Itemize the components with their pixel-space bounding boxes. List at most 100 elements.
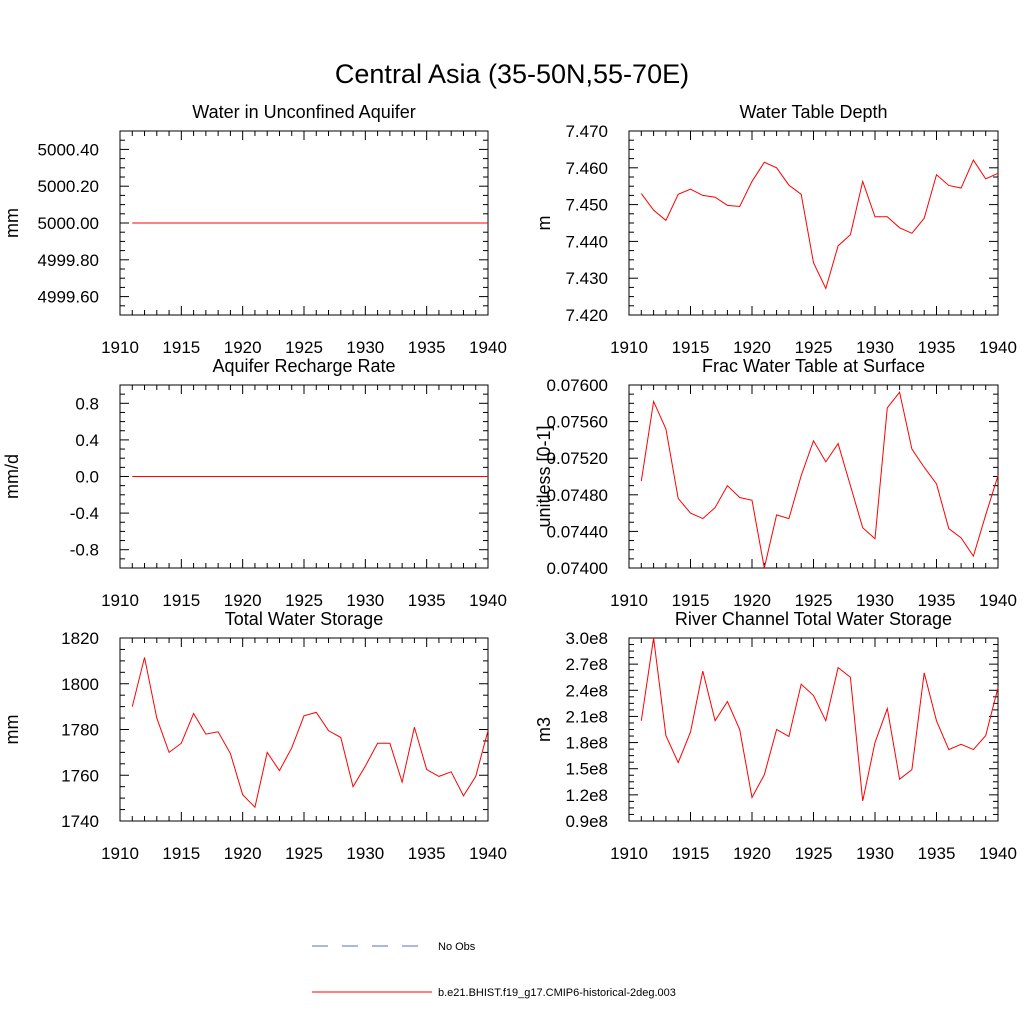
data-point: [678, 194, 679, 195]
panel-title: Water in Unconfined Aquifer: [192, 102, 415, 122]
y-tick-label: 4999.80: [38, 251, 99, 270]
data-point: [776, 729, 777, 730]
panels: Water in Unconfined Aquifer 1910 1915 1920 1…: [2, 102, 1017, 863]
series-line: [640, 637, 999, 802]
data-point: [487, 476, 488, 477]
data-point: [365, 766, 366, 767]
x-tick-label: 1940: [979, 844, 1017, 863]
panel-6: River Channel Total Water Storage 1910 191…: [534, 609, 1017, 863]
data-point: [764, 774, 765, 775]
panel-5: Total Water Storage 1910 1915 1920 1925 1930 1…: [2, 609, 507, 863]
data-point: [181, 743, 182, 744]
y-tick-label: 2.4e8: [565, 681, 608, 700]
data-point: [751, 797, 752, 798]
data-point: [242, 794, 243, 795]
data-point: [838, 245, 839, 246]
y-tick-label: 7.460: [565, 159, 608, 178]
y-tick-label: 0.07480: [547, 486, 608, 505]
data-point: [451, 771, 452, 772]
data-point: [887, 708, 888, 709]
data-point: [653, 401, 654, 402]
data-point: [862, 527, 863, 528]
data-point: [936, 483, 937, 484]
data-point: [948, 528, 949, 529]
data-point: [801, 194, 802, 195]
data-point: [377, 743, 378, 744]
data-point: [340, 737, 341, 738]
y-tick-label: 1.5e8: [565, 760, 608, 779]
x-tick-label: 1940: [469, 338, 507, 357]
x-tick-label: 1925: [285, 338, 323, 357]
series-line: [131, 657, 489, 809]
x-tick-label: 1930: [856, 338, 894, 357]
x-tick-label: 1920: [224, 844, 262, 863]
x-tick-label: 1915: [672, 591, 710, 610]
data-point: [665, 428, 666, 429]
y-tick-label: 2.7e8: [565, 655, 608, 674]
plot-frame: [628, 637, 999, 822]
data-point: [924, 218, 925, 219]
x-tick-label: 1940: [979, 591, 1017, 610]
data-point: [850, 677, 851, 678]
data-point: [690, 732, 691, 733]
data-point: [776, 167, 777, 168]
y-tick-label: 7.450: [565, 196, 608, 215]
x-tick-label: 1930: [346, 591, 384, 610]
x-tick-label: 1935: [918, 844, 956, 863]
data-point: [973, 159, 974, 160]
x-tick-label: 1935: [918, 338, 956, 357]
data-point: [665, 220, 666, 221]
data-point: [924, 467, 925, 468]
data-point: [911, 769, 912, 770]
data-point: [874, 538, 875, 539]
data-point: [641, 480, 642, 481]
data-point: [973, 556, 974, 557]
data-point: [132, 476, 133, 477]
data-point: [487, 730, 488, 731]
legend-label: No Obs: [438, 941, 476, 953]
data-point: [813, 440, 814, 441]
data-point: [788, 184, 789, 185]
data-point: [715, 507, 716, 508]
x-tick-label: 1935: [918, 591, 956, 610]
data-point: [874, 742, 875, 743]
data-point: [801, 684, 802, 685]
data-point: [218, 731, 219, 732]
data-point: [825, 461, 826, 462]
data-point: [862, 181, 863, 182]
x-tick-label: 1925: [285, 591, 323, 610]
panel-title: Aquifer Recharge Rate: [212, 356, 395, 376]
data-point: [751, 500, 752, 501]
x-tick-label: 1930: [856, 591, 894, 610]
y-tick-label: 1800: [61, 675, 99, 694]
data-point: [487, 222, 488, 223]
y-tick-label: 0.8: [75, 394, 99, 413]
y-tick-label: 0.07600: [547, 376, 608, 395]
y-tick-label: 1760: [61, 766, 99, 785]
y-tick-label: 0.07560: [547, 413, 608, 432]
legend: No Obs b.e21.BHIST.f19_g17.CMIP6-historic…: [312, 941, 676, 999]
x-tick-label: 1925: [795, 338, 833, 357]
data-point: [230, 753, 231, 754]
data-point: [813, 262, 814, 263]
data-point: [702, 195, 703, 196]
plot-frame: [628, 384, 999, 569]
y-tick-label: 7.430: [565, 269, 608, 288]
x-tick-label: 1910: [610, 591, 648, 610]
data-point: [316, 712, 317, 713]
data-point: [352, 786, 353, 787]
x-tick-label: 1920: [733, 338, 771, 357]
y-tick-label: 2.1e8: [565, 707, 608, 726]
panel-title: Total Water Storage: [225, 609, 383, 629]
y-axis-label: m3: [534, 717, 554, 742]
y-tick-label: 5000.40: [38, 140, 99, 159]
y-tick-label: 5000.20: [38, 177, 99, 196]
y-tick-label: 4999.60: [38, 288, 99, 307]
x-tick-label: 1910: [610, 338, 648, 357]
data-point: [948, 749, 949, 750]
x-tick-label: 1940: [469, 591, 507, 610]
data-point: [887, 407, 888, 408]
data-point: [739, 206, 740, 207]
y-tick-label: 1780: [61, 721, 99, 740]
